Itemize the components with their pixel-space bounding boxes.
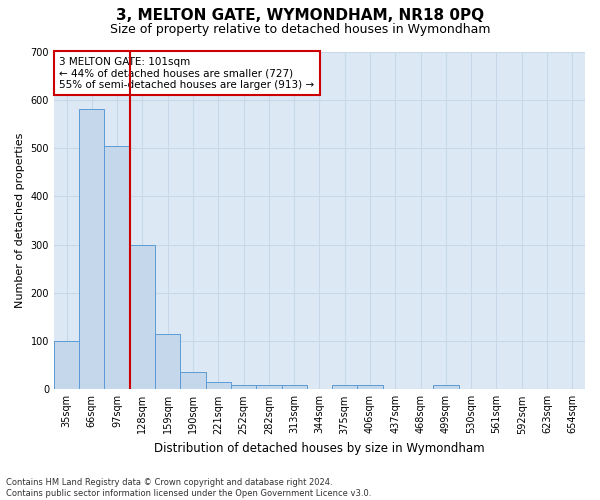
Text: Size of property relative to detached houses in Wymondham: Size of property relative to detached ho… — [110, 22, 490, 36]
Bar — [104, 146, 130, 390]
Y-axis label: Number of detached properties: Number of detached properties — [15, 132, 25, 308]
Bar — [206, 382, 231, 390]
Bar — [433, 386, 458, 390]
Text: 3 MELTON GATE: 101sqm
← 44% of detached houses are smaller (727)
55% of semi-det: 3 MELTON GATE: 101sqm ← 44% of detached … — [59, 56, 314, 90]
Bar — [358, 386, 383, 390]
Bar — [256, 386, 281, 390]
X-axis label: Distribution of detached houses by size in Wymondham: Distribution of detached houses by size … — [154, 442, 485, 455]
Bar — [181, 372, 206, 390]
Bar — [130, 244, 155, 390]
Text: Contains HM Land Registry data © Crown copyright and database right 2024.
Contai: Contains HM Land Registry data © Crown c… — [6, 478, 371, 498]
Bar — [54, 341, 79, 390]
Text: 3, MELTON GATE, WYMONDHAM, NR18 0PQ: 3, MELTON GATE, WYMONDHAM, NR18 0PQ — [116, 8, 484, 22]
Bar — [231, 386, 256, 390]
Bar — [79, 110, 104, 390]
Bar — [281, 386, 307, 390]
Bar — [332, 386, 358, 390]
Bar — [155, 334, 181, 390]
